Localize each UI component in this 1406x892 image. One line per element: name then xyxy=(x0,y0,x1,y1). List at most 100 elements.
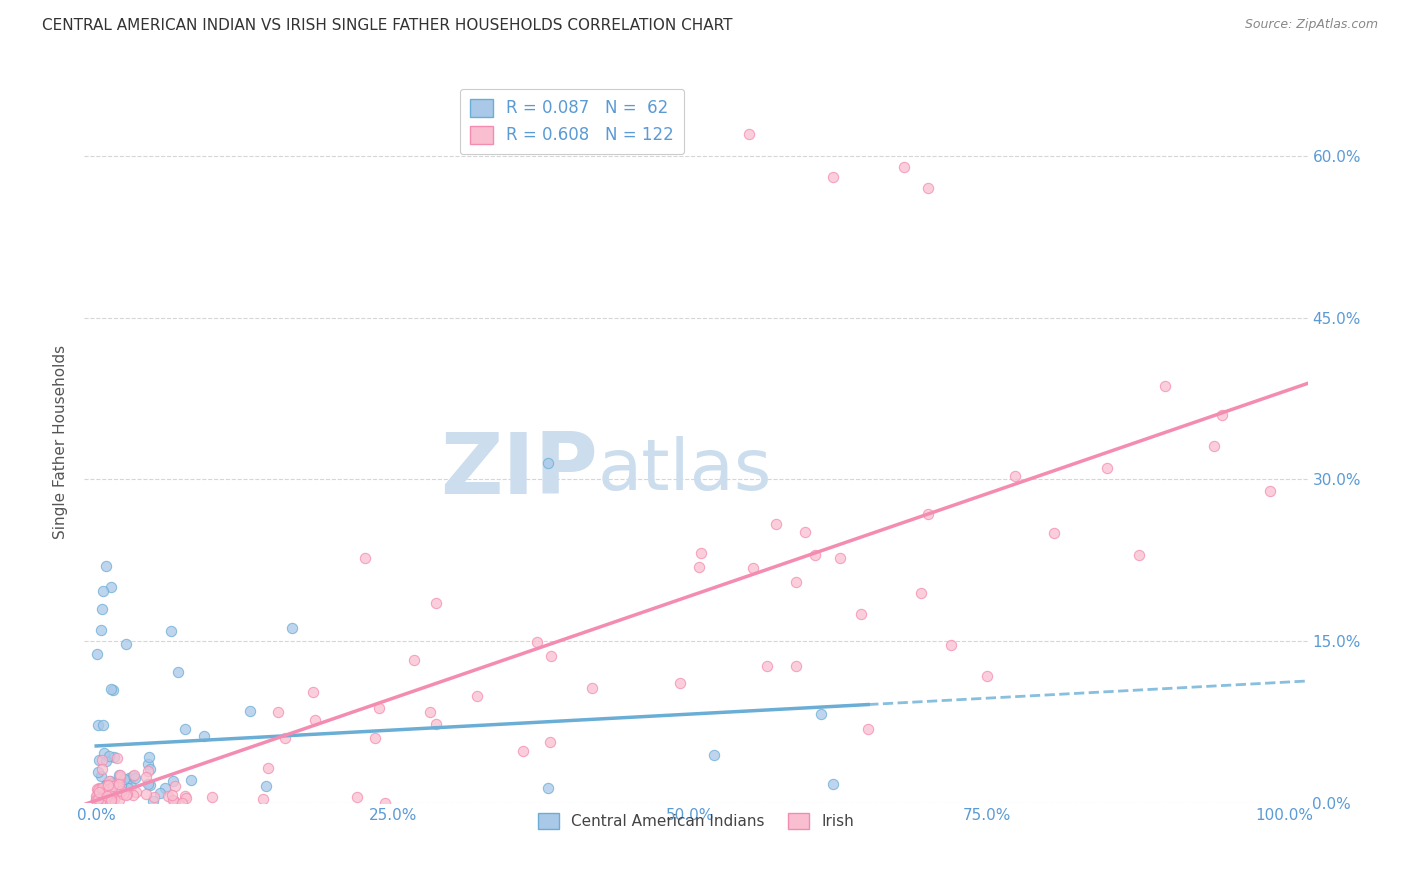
Point xyxy=(526,634,548,648)
Point xyxy=(89,791,111,805)
Point xyxy=(124,772,146,786)
Text: Source: ZipAtlas.com: Source: ZipAtlas.com xyxy=(1244,18,1378,31)
Point xyxy=(110,784,132,798)
Point xyxy=(136,777,159,791)
Point xyxy=(174,791,197,805)
Point xyxy=(91,788,114,802)
Point xyxy=(803,548,825,562)
Point xyxy=(94,791,117,805)
Point xyxy=(90,769,112,783)
Point xyxy=(94,778,117,792)
Point xyxy=(1154,379,1177,393)
Point xyxy=(160,788,183,802)
Point xyxy=(165,779,187,793)
Point xyxy=(98,791,121,805)
Point xyxy=(173,722,195,736)
Point xyxy=(139,778,162,792)
Point xyxy=(170,796,193,810)
Point xyxy=(98,782,121,797)
Point xyxy=(117,780,139,795)
Point xyxy=(86,792,108,806)
Point xyxy=(538,734,561,748)
Point xyxy=(108,768,131,782)
Y-axis label: Single Father Households: Single Father Households xyxy=(53,344,69,539)
Point xyxy=(688,560,710,574)
Point xyxy=(1004,469,1026,483)
Point xyxy=(101,787,124,801)
Point xyxy=(425,717,447,731)
Point xyxy=(419,705,441,719)
Point xyxy=(136,756,159,771)
Point xyxy=(111,787,134,801)
Point xyxy=(765,517,787,532)
Point xyxy=(1128,548,1150,562)
Point xyxy=(1258,483,1281,498)
Point xyxy=(105,777,128,791)
Point xyxy=(89,753,111,767)
Point xyxy=(281,621,304,635)
Point xyxy=(91,717,114,731)
Point xyxy=(302,685,325,699)
Point xyxy=(135,788,157,802)
Point xyxy=(465,689,488,703)
Point xyxy=(893,160,915,174)
Point xyxy=(100,791,122,805)
Point xyxy=(93,795,115,809)
Point xyxy=(108,775,131,789)
Point xyxy=(98,782,121,797)
Point xyxy=(162,774,184,789)
Point xyxy=(142,794,165,808)
Point xyxy=(536,456,558,470)
Text: ZIP: ZIP xyxy=(440,429,598,512)
Point xyxy=(120,779,142,793)
Point xyxy=(668,675,690,690)
Point xyxy=(87,795,110,809)
Point xyxy=(122,767,145,781)
Point xyxy=(90,789,112,804)
Point xyxy=(108,792,131,806)
Point xyxy=(94,782,117,797)
Point xyxy=(124,785,146,799)
Point xyxy=(274,731,297,746)
Point xyxy=(536,781,558,796)
Point xyxy=(849,607,872,622)
Point xyxy=(91,583,114,598)
Point xyxy=(149,786,172,800)
Point xyxy=(86,792,108,806)
Point xyxy=(741,560,763,574)
Point xyxy=(103,791,125,805)
Point xyxy=(115,788,138,802)
Point xyxy=(87,785,110,799)
Point xyxy=(87,793,110,807)
Point xyxy=(115,637,138,651)
Point xyxy=(97,778,120,792)
Point xyxy=(90,753,112,767)
Point xyxy=(917,181,939,195)
Point xyxy=(1097,460,1119,475)
Point xyxy=(157,789,180,803)
Point xyxy=(785,574,807,589)
Point xyxy=(86,789,108,803)
Point xyxy=(90,601,112,615)
Point xyxy=(402,653,425,667)
Point xyxy=(90,793,112,807)
Point xyxy=(785,658,807,673)
Point xyxy=(91,789,114,804)
Point xyxy=(98,795,121,809)
Point xyxy=(1204,439,1226,453)
Point xyxy=(856,722,879,736)
Point xyxy=(105,780,128,795)
Point xyxy=(87,792,110,806)
Point xyxy=(98,792,121,806)
Point xyxy=(193,729,215,743)
Point xyxy=(101,781,124,796)
Point xyxy=(108,768,131,782)
Point xyxy=(941,639,963,653)
Point xyxy=(87,782,110,797)
Point xyxy=(98,749,121,764)
Point xyxy=(163,795,186,809)
Point xyxy=(89,792,111,806)
Point xyxy=(917,508,939,522)
Point xyxy=(107,777,129,791)
Point xyxy=(1043,525,1066,540)
